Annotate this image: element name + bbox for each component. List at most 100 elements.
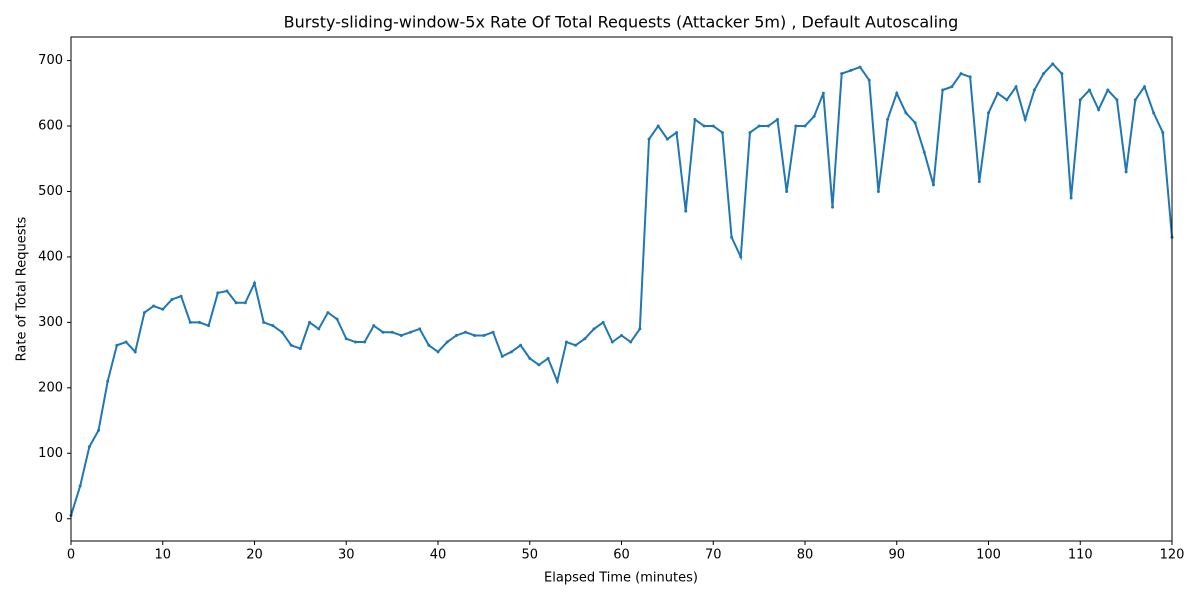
- data-point: [913, 121, 917, 125]
- data-point: [464, 330, 468, 334]
- data-point: [1069, 196, 1073, 200]
- data-point: [766, 124, 770, 128]
- data-point: [574, 343, 578, 347]
- data-point: [1115, 98, 1119, 102]
- y-tick-label: 400: [38, 249, 63, 264]
- data-point: [225, 289, 229, 293]
- y-tick-label: 300: [38, 315, 63, 330]
- data-point: [298, 347, 302, 351]
- x-tick-label: 70: [705, 548, 722, 563]
- data-point: [243, 301, 247, 305]
- data-point: [436, 350, 440, 354]
- data-point: [941, 88, 945, 92]
- x-tick-label: 40: [430, 548, 447, 563]
- data-point: [326, 311, 330, 315]
- data-point: [87, 445, 91, 449]
- data-point: [317, 327, 321, 331]
- data-point: [647, 137, 651, 141]
- data-point: [583, 337, 587, 341]
- data-point: [78, 484, 82, 488]
- data-point: [968, 75, 972, 79]
- data-point: [390, 330, 394, 334]
- data-point: [886, 117, 890, 121]
- y-tick-label: 0: [55, 511, 63, 526]
- data-point: [693, 117, 697, 121]
- data-point: [491, 330, 495, 334]
- data-point: [1097, 108, 1101, 112]
- data-point: [803, 124, 807, 128]
- data-point: [197, 320, 201, 324]
- x-tick-label: 20: [246, 548, 263, 563]
- data-point: [1124, 170, 1128, 174]
- data-point: [418, 327, 422, 331]
- data-point: [592, 327, 596, 331]
- data-point: [840, 72, 844, 76]
- x-tick-label: 80: [797, 548, 814, 563]
- y-axis-label: Rate of Total Requests: [15, 216, 30, 361]
- data-point: [509, 350, 513, 354]
- data-point: [711, 124, 715, 128]
- data-point: [656, 124, 660, 128]
- data-point: [1042, 72, 1046, 76]
- data-point: [720, 131, 724, 135]
- data-point: [519, 343, 523, 347]
- x-tick-label: 110: [1068, 548, 1093, 563]
- x-tick-label: 50: [521, 548, 538, 563]
- data-point: [564, 340, 568, 344]
- chart-title: Bursty-sliding-window-5x Rate Of Total R…: [284, 13, 959, 32]
- x-tick-label: 120: [1160, 548, 1185, 563]
- data-point: [675, 131, 679, 135]
- data-point: [849, 68, 853, 72]
- data-point: [555, 379, 559, 383]
- data-point: [473, 333, 477, 337]
- data-point: [987, 111, 990, 115]
- data-point: [1161, 131, 1165, 135]
- data-point: [638, 327, 642, 331]
- data-point: [665, 137, 669, 141]
- data-point: [381, 330, 385, 334]
- data-point: [152, 304, 156, 308]
- data-point: [1133, 98, 1137, 102]
- data-point: [876, 189, 880, 193]
- data-point: [234, 301, 238, 305]
- data-point: [142, 311, 146, 315]
- data-point: [904, 111, 908, 115]
- x-tick-label: 10: [154, 548, 171, 563]
- y-tick-label: 200: [38, 380, 63, 395]
- data-point: [1023, 117, 1027, 121]
- data-point: [959, 72, 963, 76]
- x-tick-label: 90: [888, 548, 905, 563]
- data-point: [739, 255, 743, 259]
- data-point: [812, 114, 816, 118]
- data-point: [629, 340, 633, 344]
- data-point: [1087, 88, 1091, 92]
- data-point: [757, 124, 761, 128]
- data-point: [427, 343, 431, 347]
- x-tick-label: 60: [613, 548, 630, 563]
- x-tick-label: 0: [67, 548, 75, 563]
- data-point: [922, 150, 926, 154]
- data-point: [996, 91, 1000, 95]
- data-point: [133, 350, 137, 354]
- x-axis-label: Elapsed Time (minutes): [544, 571, 698, 586]
- data-point: [216, 291, 220, 295]
- data-point: [353, 340, 357, 344]
- data-point: [775, 117, 779, 121]
- data-point: [363, 340, 367, 344]
- data-point: [335, 317, 339, 321]
- data-point: [931, 183, 935, 187]
- data-point: [620, 333, 623, 337]
- data-point: [1078, 98, 1082, 102]
- data-point: [500, 354, 504, 358]
- data-point: [280, 330, 284, 334]
- data-point: [748, 131, 752, 135]
- data-point: [408, 330, 412, 334]
- data-point: [601, 320, 605, 324]
- data-point: [262, 320, 266, 324]
- data-point: [289, 343, 293, 347]
- x-tick-label: 100: [976, 548, 1001, 563]
- data-point: [106, 379, 110, 383]
- data-point: [1014, 85, 1018, 89]
